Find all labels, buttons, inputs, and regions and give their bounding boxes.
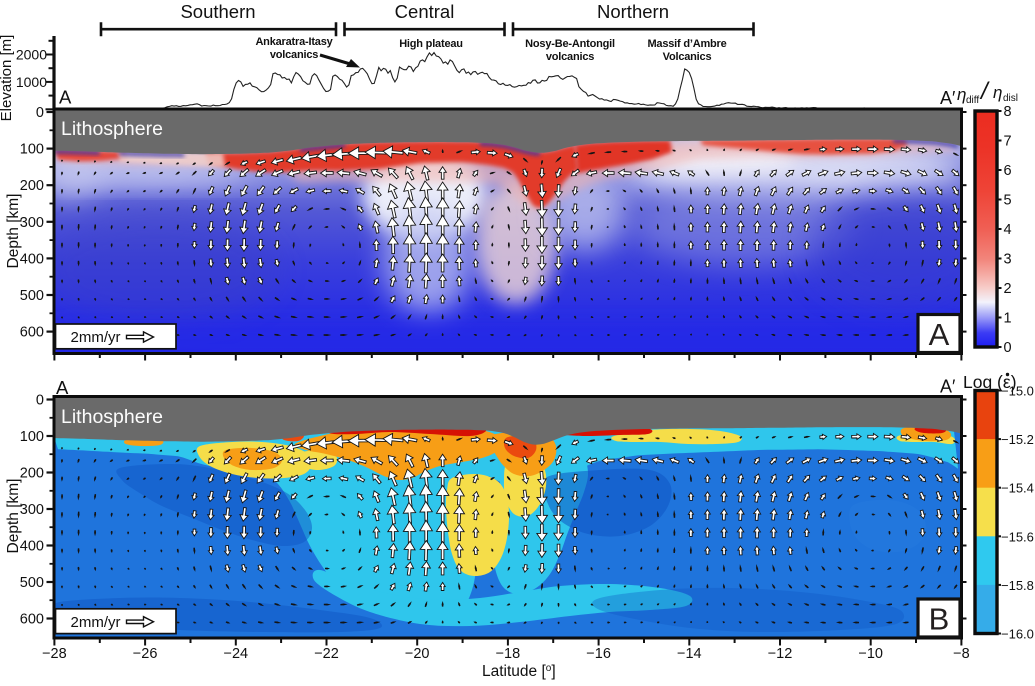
- svg-text:1: 1: [1004, 311, 1012, 327]
- svg-text:5: 5: [1004, 193, 1012, 209]
- svg-text:volcanics: volcanics: [270, 49, 318, 61]
- svg-text:Volcanics: Volcanics: [663, 51, 712, 63]
- svg-text:Lithosphere: Lithosphere: [61, 406, 163, 428]
- svg-text:A: A: [929, 317, 950, 352]
- svg-text:/: /: [979, 78, 990, 105]
- svg-text:0: 0: [36, 393, 44, 409]
- svg-text:Latitude [o]: Latitude [o]: [482, 663, 556, 680]
- svg-text:2: 2: [1004, 281, 1012, 297]
- svg-text:B: B: [929, 602, 950, 637]
- svg-text:−10: −10: [858, 646, 883, 662]
- svg-text:500: 500: [20, 575, 44, 591]
- svg-text:300: 300: [20, 502, 44, 518]
- svg-text:diff: diff: [966, 95, 979, 106]
- svg-text:300: 300: [20, 215, 44, 231]
- svg-text:−15.4: −15.4: [1001, 481, 1034, 496]
- svg-text:−14: −14: [677, 646, 702, 662]
- svg-text:−20: −20: [405, 646, 430, 662]
- svg-text:Log (ε): Log (ε): [963, 372, 1017, 392]
- svg-text:100: 100: [20, 429, 44, 445]
- svg-text:−28: −28: [42, 646, 67, 662]
- svg-text:A′: A′: [940, 377, 956, 397]
- svg-text:200: 200: [20, 178, 44, 194]
- svg-text:200: 200: [20, 466, 44, 482]
- svg-text:600: 600: [20, 612, 44, 628]
- svg-text:0: 0: [1004, 340, 1012, 356]
- svg-text:1000: 1000: [16, 74, 47, 90]
- svg-text:Lithosphere: Lithosphere: [61, 118, 163, 140]
- svg-text:7: 7: [1004, 134, 1012, 150]
- svg-text:A: A: [59, 87, 72, 108]
- svg-text:Nosy-Be-Antongil: Nosy-Be-Antongil: [525, 38, 615, 50]
- svg-text:Ankaratra-Itasy: Ankaratra-Itasy: [255, 36, 333, 48]
- svg-text:−24: −24: [223, 646, 248, 662]
- svg-text:A: A: [56, 377, 69, 398]
- svg-text:0: 0: [36, 105, 44, 121]
- svg-text:2mm/yr: 2mm/yr: [71, 329, 121, 346]
- svg-text:volcanics: volcanics: [546, 51, 594, 63]
- svg-text:2000: 2000: [16, 47, 47, 63]
- svg-text:Central: Central: [395, 1, 455, 22]
- svg-text:600: 600: [20, 325, 44, 341]
- svg-text:400: 400: [20, 251, 44, 267]
- svg-text:−15.6: −15.6: [1001, 529, 1034, 544]
- svg-text:8: 8: [1004, 104, 1012, 120]
- svg-text:Northern: Northern: [597, 1, 669, 22]
- svg-text:disl: disl: [1003, 93, 1018, 104]
- svg-text:Depth [km]: Depth [km]: [5, 194, 22, 269]
- svg-text:4: 4: [1004, 222, 1012, 238]
- svg-text:−15.2: −15.2: [1001, 432, 1034, 447]
- svg-text:High plateau: High plateau: [399, 38, 463, 50]
- svg-text:A′: A′: [940, 88, 956, 108]
- svg-text:−16.0: −16.0: [1001, 627, 1034, 642]
- svg-text:2mm/yr: 2mm/yr: [71, 614, 121, 631]
- svg-text:Depth [km]: Depth [km]: [5, 479, 22, 554]
- svg-text:−22: −22: [314, 646, 339, 662]
- svg-text:−18: −18: [496, 646, 521, 662]
- svg-text:6: 6: [1004, 163, 1012, 179]
- svg-text:100: 100: [20, 142, 44, 158]
- svg-text:−15.8: −15.8: [1001, 578, 1034, 593]
- svg-text:−26: −26: [133, 646, 158, 662]
- svg-text:−8: −8: [953, 646, 970, 662]
- svg-text:Elevation [m]: Elevation [m]: [0, 35, 15, 122]
- svg-text:Southern: Southern: [180, 1, 255, 22]
- svg-text:−12: −12: [768, 646, 793, 662]
- svg-text:Massif d’Ambre: Massif d’Ambre: [647, 38, 726, 50]
- svg-text:400: 400: [20, 539, 44, 555]
- svg-text:500: 500: [20, 288, 44, 304]
- svg-text:η: η: [957, 85, 966, 104]
- svg-text:η: η: [993, 83, 1002, 102]
- svg-text:−15.0: −15.0: [1001, 384, 1034, 399]
- svg-text:−16: −16: [586, 646, 611, 662]
- svg-text:3: 3: [1004, 252, 1012, 268]
